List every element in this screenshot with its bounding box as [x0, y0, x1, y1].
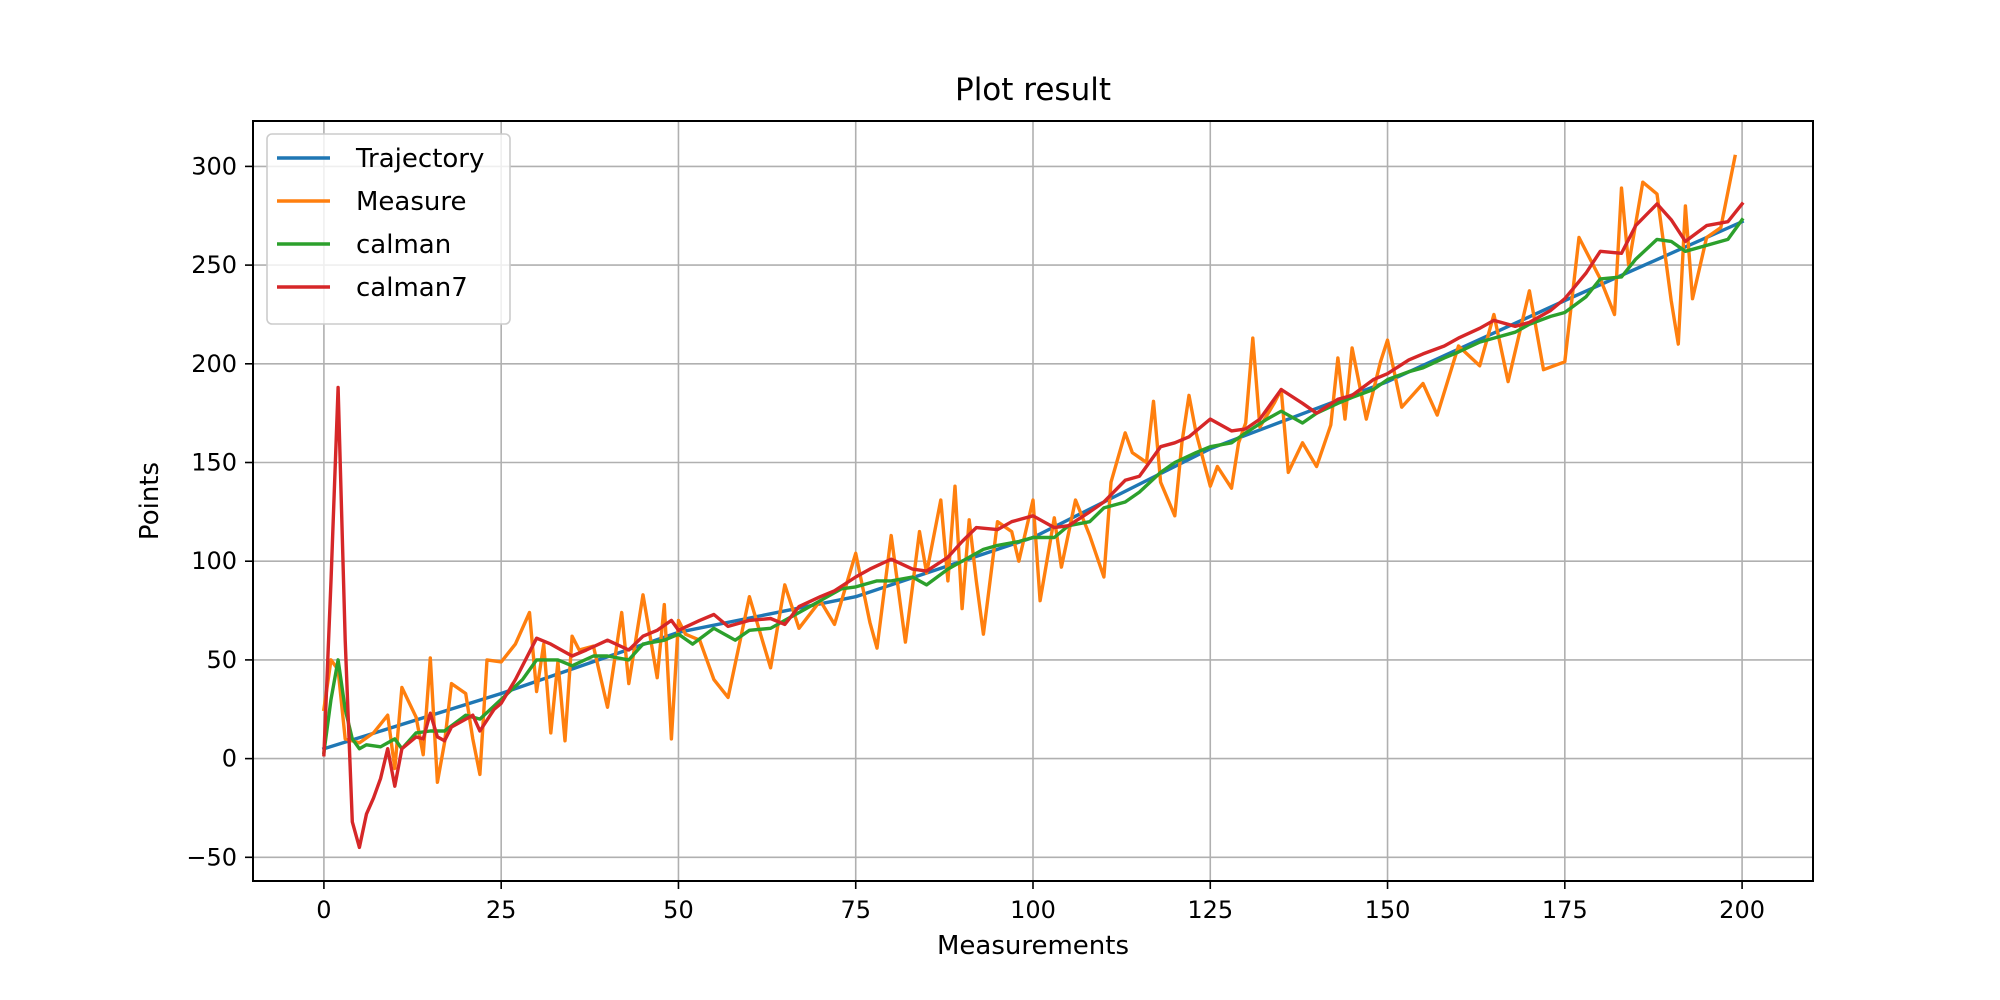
legend: Trajectory Measure calman calman7 [266, 133, 511, 325]
series-line-calman7 [322, 201, 1745, 850]
y-tick-label: 0 [222, 745, 237, 773]
axis-ticks: 0 25 50 75 100 125 150 175 200 −50 0 50 100 150 200 250… [186, 152, 1765, 924]
chart-title: Plot result [955, 72, 1111, 108]
x-tick-label: 100 [1010, 896, 1056, 924]
y-tick-label: 50 [206, 646, 237, 674]
x-tick-label: 125 [1187, 896, 1233, 924]
series-line-Measure [321, 154, 1738, 784]
x-tick-label: 50 [663, 896, 694, 924]
x-tick-label: 150 [1365, 896, 1411, 924]
grid [253, 121, 1813, 881]
legend-label-Trajectory: Trajectory [355, 144, 484, 174]
x-tick-label: 175 [1542, 896, 1588, 924]
x-axis-label: Measurements [937, 931, 1129, 961]
y-tick-label: 250 [191, 251, 237, 279]
y-tick-label: −50 [186, 843, 237, 871]
y-tick-label: 300 [191, 152, 237, 180]
legend-box [266, 133, 511, 325]
y-axis-label: Points [135, 462, 165, 540]
x-tick-label: 25 [486, 896, 517, 924]
x-tick-label: 0 [316, 896, 331, 924]
x-tick-label: 200 [1719, 896, 1765, 924]
legend-label-calman7: calman7 [356, 273, 468, 303]
y-tick-label: 100 [191, 547, 237, 575]
x-tick-label: 75 [840, 896, 871, 924]
y-tick-label: 150 [191, 449, 237, 477]
plot-series [321, 154, 1745, 850]
series-line-calman [321, 217, 1745, 755]
y-tick-label: 200 [191, 350, 237, 378]
legend-label-Measure: Measure [356, 187, 467, 217]
legend-label-calman: calman [356, 230, 451, 260]
